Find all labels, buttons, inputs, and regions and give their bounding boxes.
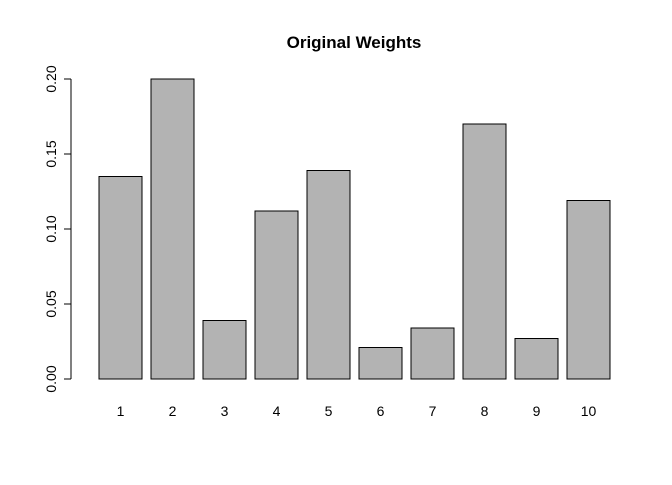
y-axis: 0.00 0.05 0.10 0.15 0.20 — [43, 65, 72, 393]
bar-6 — [358, 347, 403, 380]
bar-10 — [566, 200, 611, 380]
x-tick-labels: 1 2 3 4 5 6 7 8 9 10 — [117, 403, 597, 419]
bar-2 — [150, 78, 195, 380]
x-tick-label: 1 — [117, 403, 125, 419]
x-tick-label: 5 — [325, 403, 333, 419]
y-tick-label: 0.05 — [43, 290, 59, 317]
x-tick-label: 4 — [273, 403, 281, 419]
x-tick-label: 10 — [581, 403, 597, 419]
x-tick-label: 2 — [169, 403, 177, 419]
x-tick-label: 7 — [429, 403, 437, 419]
x-tick-label: 9 — [533, 403, 541, 419]
bar-7 — [410, 327, 455, 380]
x-tick-label: 8 — [481, 403, 489, 419]
bars-group — [98, 78, 611, 380]
bar-1 — [98, 176, 143, 380]
x-tick-label: 3 — [221, 403, 229, 419]
bar-5 — [306, 170, 351, 380]
bar-3 — [202, 320, 247, 380]
y-tick-label: 0.15 — [43, 140, 59, 167]
x-tick-label: 6 — [377, 403, 385, 419]
y-tick-label: 0.00 — [43, 365, 59, 392]
y-tick-label: 0.20 — [43, 65, 59, 92]
bar-9 — [514, 338, 559, 380]
bar-8 — [462, 123, 507, 380]
chart-title: Original Weights — [287, 33, 422, 52]
y-tick-label: 0.10 — [43, 215, 59, 242]
bar-4 — [254, 210, 299, 380]
